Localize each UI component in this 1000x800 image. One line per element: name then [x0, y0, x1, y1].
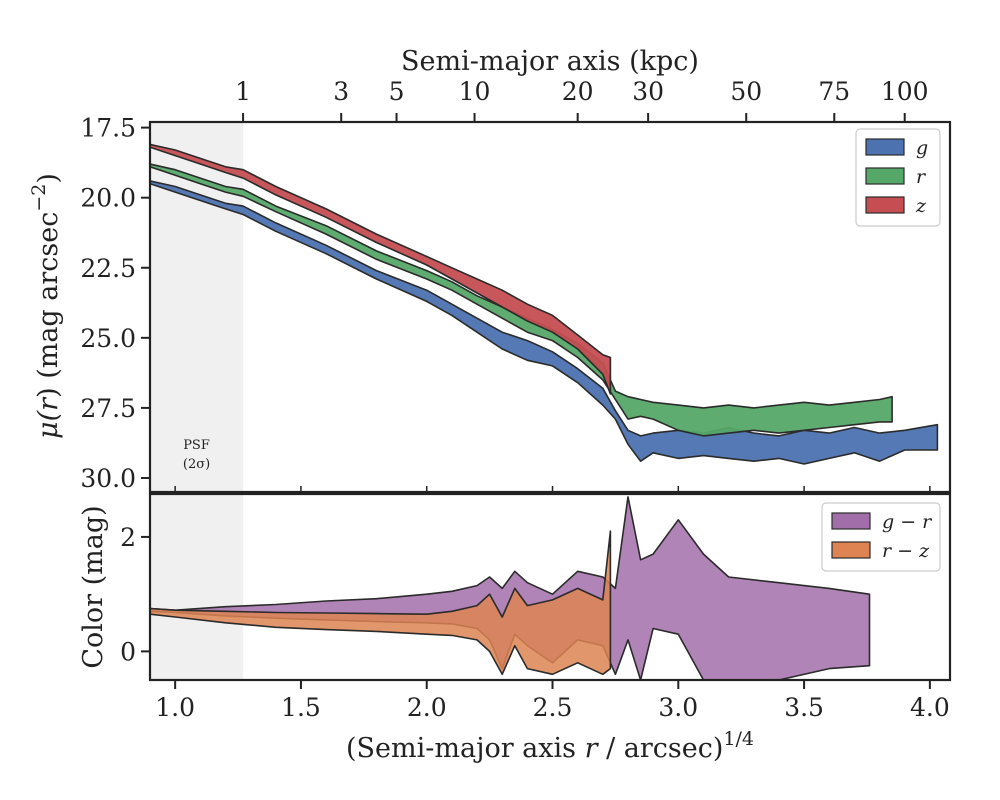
- legend-swatch: [831, 541, 871, 559]
- legend-label-g: g: [916, 137, 928, 159]
- surface-brightness-series: [150, 143, 939, 465]
- y-tick-label: 20.0: [80, 184, 136, 213]
- y-tick-label: 27.5: [80, 394, 136, 423]
- y-tick-label: 17.5: [80, 114, 136, 143]
- top-x-axis-title: Semi-major axis (kpc): [401, 46, 699, 77]
- y-tick-label: 30.0: [80, 464, 136, 493]
- legend-label-r-minus-z: r − z: [882, 540, 930, 562]
- kpc-tick-label: 10: [459, 77, 491, 106]
- legend-swatch: [831, 512, 871, 530]
- legend-label-z: z: [915, 195, 927, 217]
- top-x-ticks: [174, 486, 931, 492]
- color-legend: g − r r − z: [821, 502, 941, 572]
- color-y-axis-title: Color (mag): [78, 505, 109, 668]
- kpc-axis: 1 3 5 10 20 30 50 75 100: [235, 77, 929, 122]
- top-y-axis: 17.5 20.0 22.5 25.0 27.5 30.0: [80, 114, 150, 493]
- y-tick-label: 25.0: [80, 324, 136, 353]
- legend-label-r: r: [916, 166, 927, 188]
- kpc-tick-label: 20: [562, 77, 594, 106]
- kpc-tick-label: 3: [333, 77, 349, 106]
- legend-label-g-minus-r: g − r: [882, 511, 933, 533]
- psf-sigma-label: (2σ): [183, 457, 210, 472]
- surface-brightness-panel: PSF (2σ) 17.5 20.0 22.5 25.0 27.5 30.0 1 3 5 10 2…: [80, 77, 952, 494]
- legend-swatch: [865, 138, 905, 156]
- legend-swatch: [865, 167, 905, 185]
- color-series: [150, 496, 871, 680]
- band-z-band: [150, 143, 612, 395]
- y-axis-title: μ(r) (mag arcsec−2): [28, 173, 64, 439]
- x-tick-label: 1.5: [281, 693, 321, 722]
- bottom-plot-frame: [148, 492, 952, 682]
- x-tick-label: 3.5: [784, 693, 824, 722]
- x-tick-label: 3.0: [658, 693, 698, 722]
- y-tick-label: 22.5: [80, 254, 136, 283]
- kpc-tick-label: 1: [235, 77, 251, 106]
- x-axis-title: (Semi-major axis r / arcsec)1/4: [346, 728, 754, 764]
- band-g-band: [150, 180, 939, 465]
- kpc-tick-label: 100: [881, 77, 929, 106]
- kpc-tick-label: 75: [818, 77, 850, 106]
- x-tick-label: 2.0: [407, 693, 447, 722]
- band-r-minus-z: [150, 530, 612, 676]
- kpc-tick-label: 5: [389, 77, 405, 106]
- band-r-band: [150, 163, 893, 437]
- color-y-axis: 02: [120, 523, 150, 666]
- legend-swatch: [865, 196, 905, 214]
- psf-shaded-region-bottom: [150, 494, 244, 680]
- color-y-tick-label: 0: [120, 637, 136, 666]
- x-axis: 1.0 1.5 2.0 2.5 3.0 3.5 4.0: [155, 680, 950, 722]
- top-plot-frame: [148, 120, 952, 494]
- kpc-tick-label: 30: [632, 77, 664, 106]
- color-y-tick-label: 2: [120, 523, 136, 552]
- color-panel: 02 1.0 1.5 2.0 2.5 3.0 3.5 4.0 g − rr − z: [120, 492, 952, 722]
- x-tick-label: 4.0: [910, 693, 950, 722]
- psf-label: PSF: [183, 438, 210, 453]
- kpc-tick-label: 50: [730, 77, 762, 106]
- band-legend: grz: [855, 128, 941, 227]
- x-tick-label: 1.0: [155, 693, 195, 722]
- x-tick-label: 2.5: [533, 693, 573, 722]
